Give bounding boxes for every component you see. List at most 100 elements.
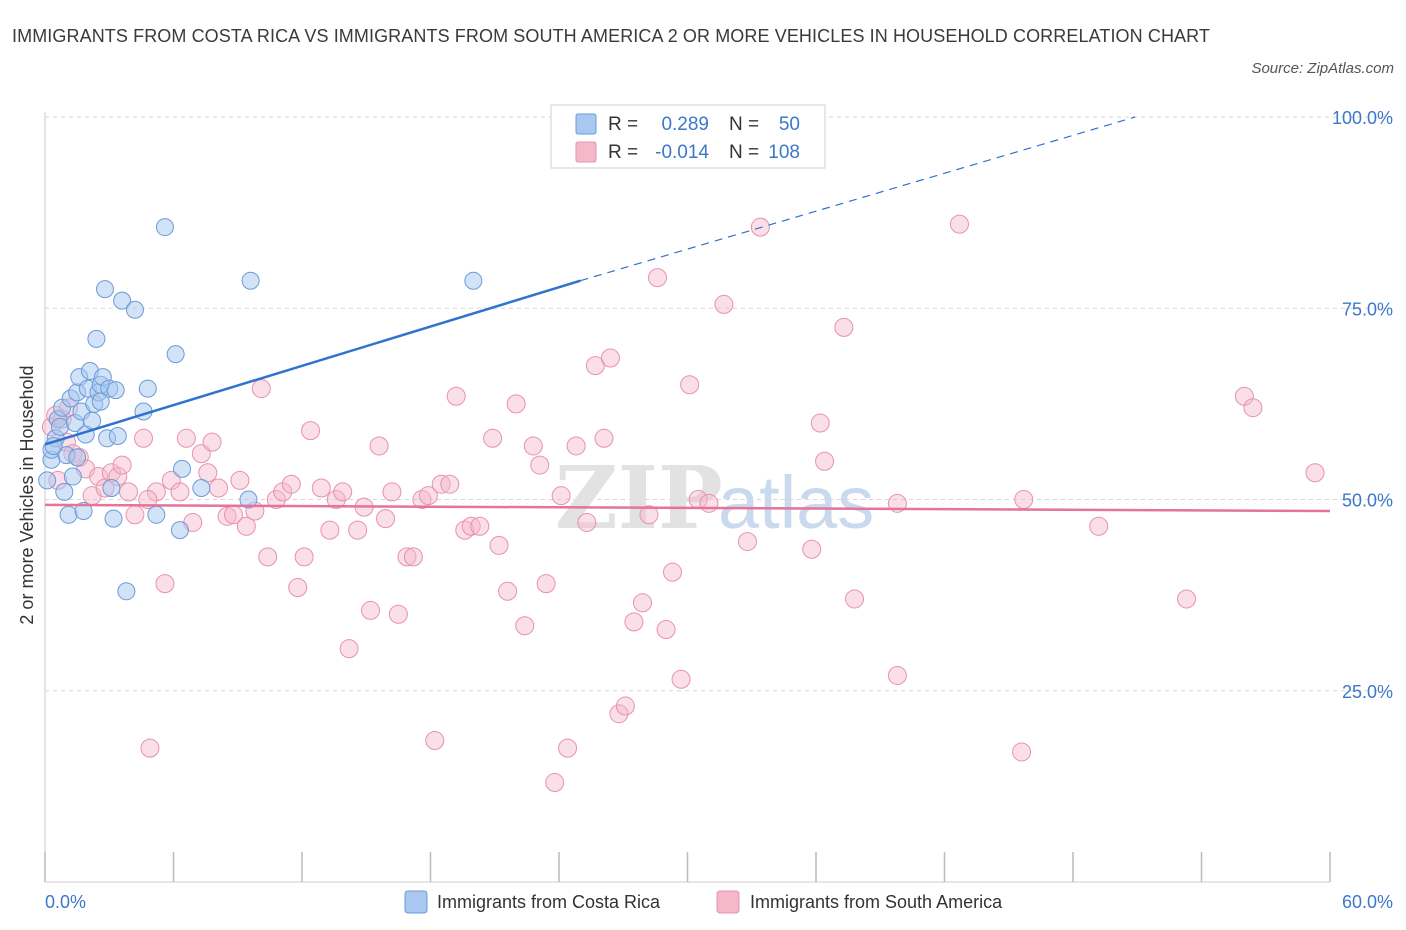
south-america-point xyxy=(585,356,605,376)
south-america-point xyxy=(887,665,907,685)
costa-rica-point xyxy=(55,482,74,501)
south-america-point xyxy=(236,516,256,536)
south-america-point xyxy=(815,451,835,471)
x-tick-labels: 0.0% 60.0% xyxy=(45,892,1393,912)
south-america-point xyxy=(594,428,614,448)
watermark-atlas: atlas xyxy=(718,461,874,544)
south-america-point xyxy=(489,535,509,555)
legend-box xyxy=(550,104,826,169)
y-tick-label-100: 100.0% xyxy=(1332,108,1393,128)
y-axis-label: 2 or more Vehicles in Household xyxy=(17,365,37,624)
south-america-point xyxy=(609,704,629,724)
costa-rica-point xyxy=(125,300,144,319)
axes xyxy=(44,112,1331,883)
costa-rica-point xyxy=(239,490,258,509)
south-america-point xyxy=(125,505,145,525)
costa-rica-point xyxy=(83,411,102,430)
south-america-point xyxy=(656,620,676,640)
south-america-point xyxy=(714,294,734,314)
south-america-point xyxy=(320,520,340,540)
south-america-point xyxy=(1177,589,1197,609)
south-america-point xyxy=(680,375,700,395)
south-america-point xyxy=(333,482,353,502)
south-america-point xyxy=(294,547,314,567)
south-america-point xyxy=(545,773,565,793)
south-america-point xyxy=(348,520,368,540)
south-america-point xyxy=(624,612,644,632)
legend-r-value-1: 0.289 xyxy=(661,114,709,135)
costa-rica-point xyxy=(173,459,192,478)
legend-n-value-2: 108 xyxy=(768,142,800,163)
south-america-point xyxy=(301,421,321,441)
south-america-point xyxy=(515,616,535,636)
costa-rica-point xyxy=(117,582,136,601)
costa-rica-point xyxy=(87,329,106,348)
south-america-point xyxy=(633,593,653,613)
y-tick-label-50: 50.0% xyxy=(1342,491,1393,511)
south-america-point xyxy=(1305,463,1325,483)
south-america-point xyxy=(138,490,158,509)
south-america-point xyxy=(266,490,286,509)
costa-rica-point xyxy=(166,345,185,364)
trend-lines xyxy=(44,116,1331,513)
south-america-point xyxy=(648,268,668,288)
south-america-point xyxy=(176,428,196,448)
legend-n-label-2: N = xyxy=(729,142,759,163)
south-america-point xyxy=(397,547,417,567)
south-america-point xyxy=(566,436,586,456)
bottom-legend-swatch-south-america xyxy=(716,890,740,914)
south-america-point xyxy=(361,600,381,620)
south-america-point xyxy=(418,486,438,506)
series-legend: Immigrants from Costa Rica Immigrants fr… xyxy=(404,890,1003,914)
costa-rica-point xyxy=(147,505,166,524)
south-america-point xyxy=(281,474,301,494)
south-america-point xyxy=(1089,516,1109,536)
costa-rica-point xyxy=(138,379,157,398)
south-america-point xyxy=(551,486,571,506)
south-america-point xyxy=(699,493,719,513)
legend-n-value-1: 50 xyxy=(779,114,800,135)
costa-rica-point xyxy=(63,467,82,486)
south-america-point xyxy=(845,589,865,609)
south-america-point xyxy=(251,379,271,399)
south-america-point xyxy=(202,432,222,452)
south-america-point xyxy=(615,696,635,716)
south-america-point xyxy=(470,516,490,536)
south-america-point xyxy=(810,413,830,433)
south-america-point xyxy=(1243,398,1263,418)
south-america-point xyxy=(230,470,250,490)
south-america-point xyxy=(600,348,620,368)
costa-rica-point xyxy=(464,271,483,290)
south-america-point xyxy=(498,581,518,601)
costa-rica-points xyxy=(38,218,483,601)
legend-r-label-1: R = xyxy=(608,114,638,135)
costa-rica-point xyxy=(91,392,110,411)
south-america-point xyxy=(326,490,346,509)
costa-rica-point xyxy=(50,417,69,436)
south-america-point xyxy=(403,547,423,567)
south-america-point xyxy=(198,463,218,483)
costa-rica-point xyxy=(192,479,211,498)
costa-rica-point xyxy=(155,218,174,237)
costa-rica-point xyxy=(108,427,127,446)
south-america-point xyxy=(577,512,597,532)
bottom-legend-swatch-costa-rica xyxy=(404,890,428,914)
south-america-point xyxy=(339,639,359,659)
y-tick-label-25: 25.0% xyxy=(1342,682,1393,702)
legend-r-value-2: -0.014 xyxy=(655,142,709,163)
south-america-point xyxy=(89,467,109,487)
grid xyxy=(45,116,1392,692)
south-america-point xyxy=(802,539,822,559)
south-america-point xyxy=(425,730,445,750)
source-label: Source: ZipAtlas.com xyxy=(1251,60,1394,77)
south-america-point xyxy=(155,574,175,594)
south-america-point xyxy=(639,505,659,525)
legend-r-label-2: R = xyxy=(608,142,638,163)
costa-rica-trend-extension xyxy=(580,116,1136,282)
costa-rica-point xyxy=(113,291,132,310)
bottom-legend-label-costa-rica: Immigrants from Costa Rica xyxy=(437,892,661,912)
watermark-zip: ZIP xyxy=(555,448,723,549)
south-america-point xyxy=(536,574,556,594)
watermark: ZIP atlas xyxy=(555,448,874,549)
costa-rica-point xyxy=(241,271,260,290)
